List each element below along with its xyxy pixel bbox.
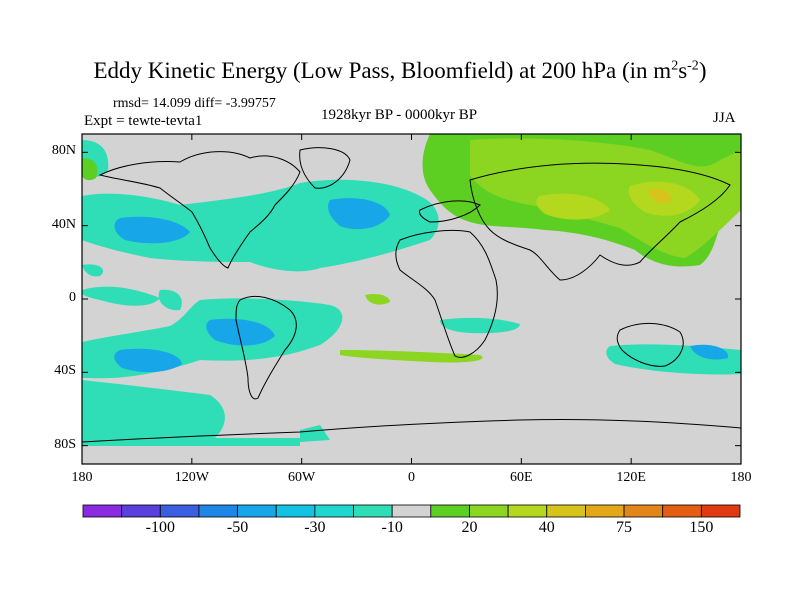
lon-tick-label: 60W xyxy=(288,470,316,485)
anomaly-region xyxy=(114,216,190,244)
coastline-north-america xyxy=(98,151,301,269)
anomaly-region xyxy=(440,317,520,334)
colorbar-swatch xyxy=(585,504,625,518)
lon-tick-label: 120E xyxy=(616,470,646,485)
colorbar-label: -100 xyxy=(145,519,175,536)
colorbar-swatch xyxy=(546,504,586,518)
colorbar-label: -30 xyxy=(304,519,326,536)
lat-tick-label: 80S xyxy=(54,436,76,452)
colorbar-swatch xyxy=(237,504,277,518)
anomaly-region xyxy=(82,438,300,446)
lon-tick-label: 0 xyxy=(408,470,415,485)
colorbar-swatch xyxy=(198,504,238,518)
period-label: 1928kyr BP - 0000kyr BP xyxy=(321,107,478,123)
anomaly-region xyxy=(690,344,729,360)
anomaly-region xyxy=(82,380,225,440)
lon-tick-label: 180 xyxy=(730,470,752,485)
colorbar-swatch xyxy=(623,504,664,518)
lat-tick-label: 40S xyxy=(54,363,76,379)
coastline-asia xyxy=(469,162,731,281)
anomaly-region xyxy=(206,318,275,346)
colorbar-swatch xyxy=(353,504,393,518)
coastline-greenland xyxy=(299,147,351,189)
anomaly-region xyxy=(300,425,330,442)
map-title: Eddy Kinetic Energy (Low Pass, Bloomfiel… xyxy=(93,58,707,83)
coastlines xyxy=(82,147,741,443)
colorbar-label: 150 xyxy=(689,519,714,536)
anomaly-region xyxy=(158,289,182,311)
colorbar-swatch xyxy=(159,504,200,518)
colorbar-swatch xyxy=(430,504,470,518)
colorbar-swatch xyxy=(391,504,432,518)
colorbar-swatch xyxy=(82,504,123,518)
colorbar-swatch xyxy=(121,504,161,518)
coastline-africa-europe xyxy=(395,200,498,358)
colorbar-label: 20 xyxy=(461,519,478,536)
coastline-australia xyxy=(616,322,684,367)
lon-tick-label: 180 xyxy=(71,470,93,485)
colorbar-swatch xyxy=(507,504,548,518)
coastline-south-america xyxy=(235,295,297,400)
lat-tick-label: 0 xyxy=(69,290,76,305)
colorbar-label: -50 xyxy=(226,519,249,536)
colorbar-label: 40 xyxy=(538,519,555,536)
colorbar-swatch xyxy=(314,504,354,518)
colorbar-swatch xyxy=(700,504,741,518)
anomaly-region xyxy=(365,293,390,305)
stats-label: rmsd= 14.099 diff= -3.99757 xyxy=(113,96,276,111)
lat-tick-label: 80N xyxy=(51,143,76,159)
colorbar-swatch xyxy=(275,504,316,518)
lon-tick-label: 120W xyxy=(174,470,209,485)
anomaly-region xyxy=(82,286,160,306)
anomaly-region xyxy=(648,188,672,204)
anomaly-region xyxy=(328,198,390,230)
anomaly-region xyxy=(82,264,104,277)
anomaly-region xyxy=(340,350,483,363)
axis-ticks xyxy=(81,134,742,464)
experiment-label: Expt = tewte-tevta1 xyxy=(84,113,203,129)
lon-tick-label: 60E xyxy=(510,470,533,485)
colorbar-swatch xyxy=(662,504,702,518)
anomaly-region xyxy=(82,158,98,181)
colorbar-label: -10 xyxy=(381,519,403,536)
colorbar-label: 75 xyxy=(616,519,633,536)
anomaly-region xyxy=(536,193,610,220)
colorbar-swatch xyxy=(469,504,509,518)
season-label: JJA xyxy=(713,110,736,126)
colorbar xyxy=(82,504,741,518)
anomaly-region xyxy=(114,348,182,373)
coastline-antarctica xyxy=(82,418,741,443)
lat-tick-label: 40N xyxy=(51,216,76,232)
